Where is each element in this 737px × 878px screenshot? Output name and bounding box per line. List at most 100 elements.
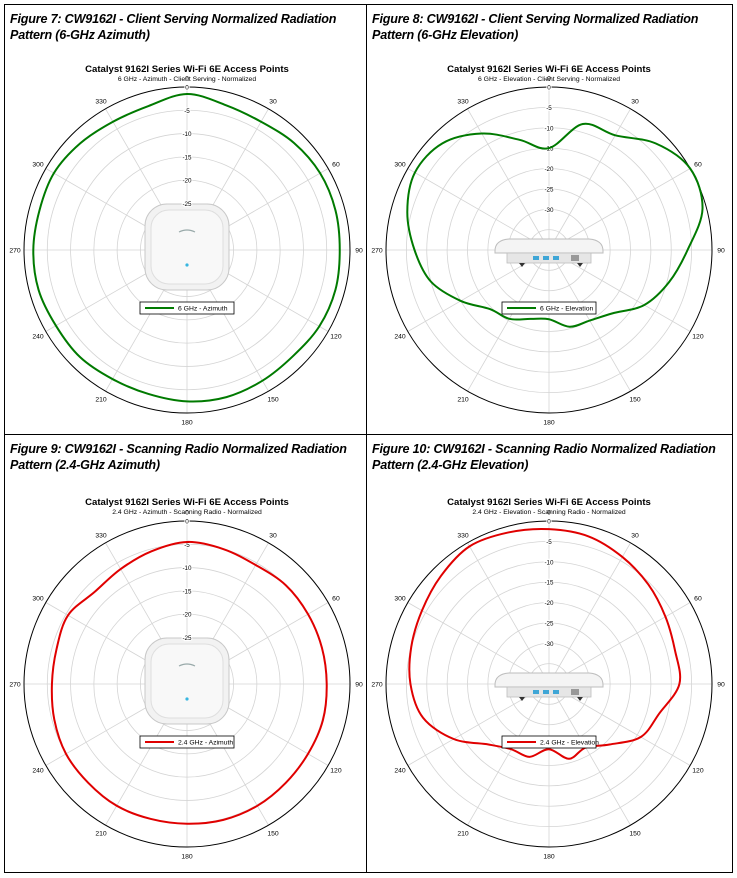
cisco-logo-mark [178, 229, 196, 233]
radial-tick-label: 0 [547, 519, 551, 526]
angle-tick-label: 210 [95, 830, 107, 837]
angle-tick-label: 120 [692, 334, 704, 341]
chart-title: Catalyst 9162I Series Wi-Fi 6E Access Po… [85, 64, 289, 75]
figure-title: Figure 9: CW9162I - Scanning Radio Norma… [10, 442, 347, 472]
figure-title: Figure 10: CW9162I - Scanning Radio Norm… [372, 442, 716, 472]
port-2 [543, 256, 549, 260]
figure-panel-8: Figure 8: CW9162I - Client Serving Norma… [366, 4, 733, 435]
polar-chart: Catalyst 9162I Series Wi-Fi 6E Access Po… [371, 64, 725, 427]
mount-clip-right [577, 697, 583, 701]
pattern-curve [32, 92, 341, 403]
legend-box [501, 735, 597, 749]
angle-tick-label: 270 [9, 248, 21, 255]
figure-title: Figure 7: CW9162I - Client Serving Norma… [10, 12, 337, 42]
radial-tick-label: -10 [182, 131, 192, 138]
radial-tick-label: -5 [546, 105, 552, 112]
port-1 [533, 256, 539, 260]
angle-tick-label: 150 [267, 830, 279, 837]
angle-tick-label: 270 [371, 248, 383, 255]
legend-label: 2.4 GHz - Elevation [540, 740, 599, 747]
angle-tick-label: 210 [457, 830, 469, 837]
radial-tick-label: -25 [182, 635, 192, 642]
port-1 [533, 690, 539, 694]
outer-ring [23, 520, 351, 848]
angle-tick-label: 120 [692, 768, 704, 775]
pattern-curve [406, 122, 704, 328]
outer-ring [385, 520, 713, 848]
legend-label: 6 GHz - Elevation [540, 306, 593, 313]
grid-spoke [548, 108, 631, 251]
grid-spoke [407, 683, 550, 766]
radial-tick-label: -25 [544, 186, 554, 193]
legend-label: 6 GHz - Azimuth [178, 306, 228, 313]
angle-tick-label: 0 [547, 510, 551, 517]
angle-tick-label: 90 [355, 248, 363, 255]
access-point-side-image [494, 238, 604, 267]
angle-tick-label: 330 [457, 533, 469, 540]
radial-tick-label: -10 [544, 125, 554, 132]
chart-subtitle: 6 GHz - Elevation - Client Serving - Nor… [478, 76, 620, 83]
legend-box [501, 301, 597, 315]
figure-panel-9: Figure 9: CW9162I - Scanning Radio Norma… [4, 434, 367, 873]
pattern-curve [50, 540, 328, 825]
angle-tick-label: 330 [457, 99, 469, 106]
angle-tick-label: 240 [394, 768, 406, 775]
angle-tick-label: 30 [631, 533, 639, 540]
mount-clip-right [577, 263, 583, 267]
angle-tick-label: 120 [330, 334, 342, 341]
chart-title: Catalyst 9162I Series Wi-Fi 6E Access Po… [85, 497, 289, 508]
grid-spoke [407, 168, 550, 251]
radial-tick-label: -25 [544, 620, 554, 627]
mount-clip-left [519, 263, 525, 267]
angle-tick-label: 120 [330, 768, 342, 775]
grid-spoke [407, 602, 550, 685]
figure-title: Figure 8: CW9162I - Client Serving Norma… [372, 12, 699, 42]
access-point-top-image [144, 203, 230, 291]
radial-tick-label: 0 [185, 519, 189, 526]
grid-spoke [407, 249, 550, 332]
legend: 2.4 GHz - Azimuth [139, 735, 235, 749]
angle-tick-label: 30 [631, 99, 639, 106]
radial-tick-label: -30 [544, 207, 554, 214]
angle-tick-label: 210 [457, 396, 469, 403]
radial-tick-label: -20 [182, 178, 192, 185]
polar-chart: Catalyst 9162I Series Wi-Fi 6E Access Po… [9, 64, 363, 427]
radial-tick-label: -15 [544, 146, 554, 153]
device-body [494, 238, 604, 254]
radial-tick-label: -10 [182, 565, 192, 572]
grid-spoke [467, 108, 550, 251]
grid-spoke [467, 683, 550, 826]
chart-title: Catalyst 9162I Series Wi-Fi 6E Access Po… [447, 497, 651, 508]
angle-tick-label: 270 [371, 682, 383, 689]
grid-spoke [548, 542, 631, 685]
radial-tick-label: -20 [182, 612, 192, 619]
angle-tick-label: 0 [185, 76, 189, 83]
angle-tick-label: 240 [32, 334, 44, 341]
port-3 [553, 256, 559, 260]
access-point-side-image [494, 672, 604, 701]
angle-tick-label: 180 [181, 854, 193, 861]
angle-tick-label: 90 [717, 682, 725, 689]
radial-tick-label: -30 [544, 641, 554, 648]
status-led [185, 263, 189, 267]
grid-spoke [548, 683, 691, 766]
radial-tick-label: -15 [182, 154, 192, 161]
access-point-top-image [144, 637, 230, 725]
legend: 6 GHz - Azimuth [139, 301, 235, 315]
radial-tick-label: 0 [185, 85, 189, 92]
polar-chart: Catalyst 9162I Series Wi-Fi 6E Access Po… [371, 497, 725, 861]
angle-tick-label: 180 [543, 854, 555, 861]
radial-tick-label: -25 [182, 201, 192, 208]
angle-tick-label: 240 [394, 334, 406, 341]
angle-tick-label: 60 [694, 162, 702, 169]
figure-panel-7: Figure 7: CW9162I - Client Serving Norma… [4, 4, 367, 435]
angle-tick-label: 90 [355, 682, 363, 689]
radial-tick-label: -15 [182, 588, 192, 595]
legend: 6 GHz - Elevation [501, 301, 597, 315]
angle-tick-label: 270 [9, 682, 21, 689]
angle-tick-label: 150 [267, 396, 279, 403]
radial-tick-label: -20 [544, 166, 554, 173]
angle-tick-label: 330 [95, 533, 107, 540]
angle-tick-label: 30 [269, 533, 277, 540]
chart-subtitle: 2.4 GHz - Azimuth - Scanning Radio - Nor… [112, 509, 262, 516]
